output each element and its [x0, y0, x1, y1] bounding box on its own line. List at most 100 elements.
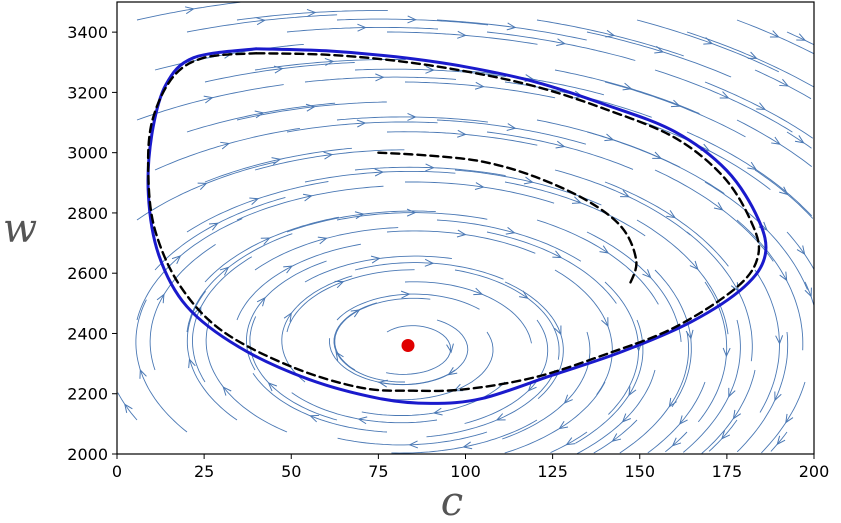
- stream-arrow-109: [779, 78, 790, 87]
- x-tick-label-75: 75: [368, 462, 388, 481]
- stream-line-52: [333, 302, 405, 383]
- stream-arrow-99: [747, 51, 758, 59]
- stream-line-102: [704, 181, 808, 290]
- stream-arrow-113: [775, 335, 784, 345]
- stream-arrow-110: [771, 136, 781, 145]
- stream-arrow-114: [728, 387, 736, 398]
- x-axis-label: c: [441, 479, 463, 523]
- stream-line-47: [386, 131, 538, 146]
- stream-line-62: [291, 392, 438, 424]
- stream-line-7: [149, 244, 216, 371]
- stream-line-13: [186, 181, 329, 233]
- stream-line-114: [683, 319, 741, 453]
- stream-arrow-17: [139, 368, 147, 379]
- stream-line-3: [154, 127, 300, 171]
- stream-arrow-0: [184, 6, 195, 15]
- stream-line-78: [464, 319, 549, 424]
- stream-arrow-83: [652, 151, 663, 159]
- stream-line-67: [486, 231, 617, 304]
- stream-arrow-79: [495, 413, 506, 421]
- stream-arrow-104: [722, 347, 731, 358]
- stream-arrow-78: [527, 382, 537, 392]
- stream-line-34: [281, 275, 353, 383]
- x-tick-label-50: 50: [281, 462, 301, 481]
- stream-line-2: [136, 84, 284, 121]
- stream-arrow-121: [774, 391, 782, 402]
- stream-line-121: [736, 331, 789, 453]
- stream-arrow-47: [457, 129, 467, 138]
- stream-arrow-31: [354, 211, 365, 220]
- x-tick-label-125: 125: [537, 462, 568, 481]
- stream-arrow-19: [324, 57, 335, 66]
- stream-arrow-58: [505, 226, 516, 235]
- stream-arrow-66: [571, 196, 582, 204]
- stream-line-83: [586, 131, 725, 194]
- stream-arrow-111: [779, 186, 789, 196]
- stream-line-23: [254, 227, 399, 271]
- stream-line-71: [337, 431, 488, 446]
- stream-line-122: [761, 381, 806, 454]
- stream-arrow-45: [457, 30, 467, 39]
- stream-arrow-29: [356, 119, 367, 128]
- stream-line-38: [336, 116, 488, 123]
- stream-line-69: [382, 331, 494, 401]
- stream-line-103: [686, 231, 753, 362]
- stream-arrow-27: [357, 23, 367, 32]
- stream-line-97: [576, 369, 656, 455]
- stream-line-22: [236, 185, 384, 221]
- y-tick-label-2400: 2400: [67, 324, 108, 343]
- stream-arrow-122: [785, 413, 794, 424]
- stream-line-92: [636, 119, 771, 191]
- stream-arrow-119: [796, 245, 806, 256]
- stream-line-48: [405, 181, 555, 204]
- equilibrium-marker-group: [401, 339, 415, 353]
- x-tick-label-150: 150: [624, 462, 655, 481]
- stream-arrow-44: [267, 382, 278, 392]
- stream-line-81: [586, 31, 732, 78]
- stream-arrow-8: [124, 403, 133, 414]
- stream-line-115: [701, 369, 756, 454]
- stream-arrow-56: [506, 123, 517, 131]
- stream-line-24: [236, 243, 361, 321]
- stream-arrow-53: [309, 414, 320, 423]
- stream-arrow-13: [249, 197, 260, 206]
- stream-line-8: [117, 392, 138, 421]
- y-tick-label-2600: 2600: [67, 264, 108, 283]
- stream-line-89: [550, 431, 588, 454]
- stream-line-79: [426, 369, 556, 438]
- stream-arrow-20: [305, 103, 316, 112]
- stream-line-85: [586, 231, 682, 342]
- stream-line-26: [186, 290, 238, 421]
- stream-arrow-59: [519, 290, 529, 299]
- stream-line-80: [391, 419, 538, 454]
- stream-arrow-60: [447, 367, 458, 376]
- stream-line-123: [770, 431, 788, 452]
- x-tick-label-25: 25: [194, 462, 214, 481]
- stream-line-39: [354, 166, 506, 177]
- stream-arrow-89: [565, 437, 576, 446]
- stream-line-43: [334, 297, 431, 371]
- stream-arrow-87: [563, 394, 573, 404]
- x-tick-label-100: 100: [450, 462, 481, 481]
- stream-arrow-23: [317, 236, 328, 245]
- stream-arrow-42: [400, 290, 411, 299]
- stream-line-110: [736, 119, 812, 167]
- stream-line-108: [736, 19, 815, 55]
- stream-line-28: [304, 76, 457, 83]
- stream-line-109: [754, 69, 812, 100]
- stream-arrow-120: [804, 287, 812, 298]
- stream-arrow-6: [171, 255, 182, 265]
- stream-line-104: [697, 281, 728, 423]
- stream-arrow-97: [621, 413, 631, 423]
- stream-arrow-88: [558, 420, 569, 430]
- stream-arrow-54: [506, 22, 517, 31]
- stream-line-14: [204, 216, 339, 283]
- x-ticks: 0 25 50 75 100 125 150 175 200: [112, 454, 829, 481]
- stream-line-32: [304, 255, 452, 283]
- stream-line-117: [786, 31, 814, 45]
- stream-line-91: [654, 69, 793, 133]
- stream-arrow-30: [374, 168, 385, 177]
- stream-line-5: [154, 196, 286, 271]
- stream-arrow-25: [256, 296, 266, 307]
- y-tick-label-2200: 2200: [67, 385, 108, 404]
